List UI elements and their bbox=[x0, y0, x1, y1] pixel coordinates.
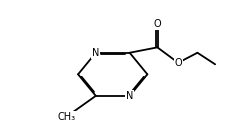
Text: N: N bbox=[126, 91, 133, 101]
Text: N: N bbox=[92, 48, 100, 58]
Text: O: O bbox=[174, 58, 182, 68]
Text: O: O bbox=[154, 19, 161, 29]
Text: CH₃: CH₃ bbox=[58, 112, 76, 122]
